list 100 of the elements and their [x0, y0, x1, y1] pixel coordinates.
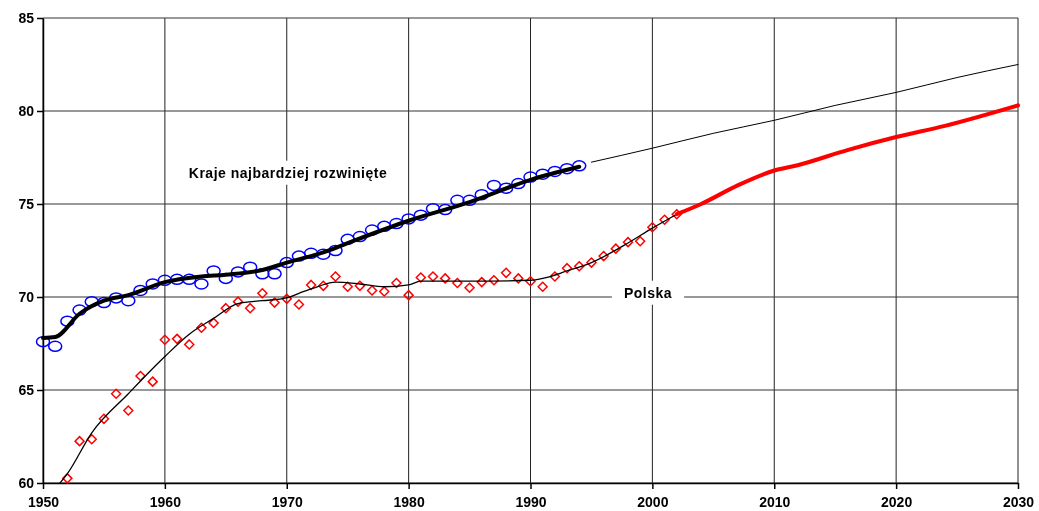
point: [74, 435, 85, 447]
point: [437, 203, 453, 216]
point: [354, 280, 366, 292]
point: [305, 279, 317, 291]
y-tick-label: 60: [18, 474, 35, 491]
point: [267, 268, 282, 280]
annotation: Polska: [623, 284, 673, 301]
point: [230, 266, 246, 278]
point: [622, 236, 634, 248]
point: [147, 376, 158, 387]
point: [427, 271, 439, 282]
point: [316, 248, 331, 260]
point: [513, 273, 524, 284]
x-tick-label: 2000: [637, 494, 669, 511]
point: [549, 271, 561, 282]
point: [86, 434, 97, 445]
x-tick-label: 1970: [271, 494, 304, 511]
point: [60, 315, 75, 327]
point: [476, 276, 487, 288]
point: [72, 304, 87, 316]
point: [328, 244, 343, 257]
point: [108, 292, 124, 304]
point: [182, 273, 197, 286]
point: [574, 261, 585, 272]
point: [439, 273, 451, 284]
x-tick-label: 1980: [393, 494, 425, 511]
point: [537, 281, 548, 293]
point: [389, 217, 404, 230]
x-tick-label: 1950: [27, 494, 60, 511]
point: [281, 293, 292, 305]
point: [293, 299, 305, 310]
point: [610, 243, 622, 254]
x-tick-label: 2030: [1002, 494, 1035, 511]
x-tick-label: 1960: [149, 494, 182, 511]
point: [523, 171, 538, 183]
point: [452, 277, 463, 289]
y-tick-label: 65: [18, 381, 35, 398]
point: [547, 165, 563, 178]
point: [169, 273, 185, 286]
point: [342, 281, 353, 293]
x-tick-label: 1990: [515, 494, 547, 511]
point: [391, 277, 402, 289]
point: [279, 256, 294, 269]
point: [96, 296, 112, 309]
point: [232, 296, 244, 307]
point: [208, 317, 219, 329]
point: [269, 297, 280, 308]
point: [255, 268, 270, 280]
point: [121, 294, 136, 307]
point: [403, 289, 414, 301]
point: [525, 275, 536, 287]
point: [474, 188, 489, 201]
point: [647, 222, 658, 233]
point: [110, 388, 122, 399]
point: [671, 208, 682, 220]
point: [196, 322, 207, 333]
x-tick-label: 2020: [881, 494, 913, 511]
annotation: Kraje najbardziej rozwinięte: [188, 164, 388, 181]
point: [145, 278, 160, 290]
point: [171, 333, 183, 345]
x-tick-label: 2010: [759, 494, 791, 511]
y-tick-label: 75: [18, 195, 35, 212]
point: [464, 282, 475, 293]
point: [561, 262, 573, 274]
point: [413, 209, 429, 221]
point: [330, 271, 341, 282]
point: [135, 370, 146, 382]
y-tick-label: 70: [18, 288, 35, 305]
point: [194, 278, 209, 290]
line-series: [590, 64, 1019, 163]
point: [488, 275, 500, 286]
point: [318, 280, 329, 292]
point: [586, 257, 597, 268]
point: [123, 405, 134, 416]
point: [303, 247, 319, 260]
point: [559, 162, 575, 175]
point: [184, 339, 195, 350]
point: [498, 182, 514, 194]
point: [366, 285, 378, 296]
point: [244, 302, 256, 314]
point: [47, 340, 63, 353]
point: [291, 250, 307, 262]
point: [379, 286, 390, 297]
point: [659, 214, 670, 226]
point: [257, 288, 268, 299]
point: [98, 413, 110, 425]
point: [500, 267, 512, 279]
point: [598, 250, 609, 262]
point: [62, 473, 73, 484]
point: [462, 194, 477, 207]
point: [572, 160, 587, 172]
point: [352, 230, 368, 243]
point: [157, 274, 173, 286]
point: [486, 179, 502, 192]
point: [415, 272, 427, 283]
point: [377, 220, 392, 233]
point: [159, 334, 171, 346]
y-tick-label: 85: [18, 9, 35, 26]
point: [133, 284, 148, 297]
point: [535, 168, 550, 180]
